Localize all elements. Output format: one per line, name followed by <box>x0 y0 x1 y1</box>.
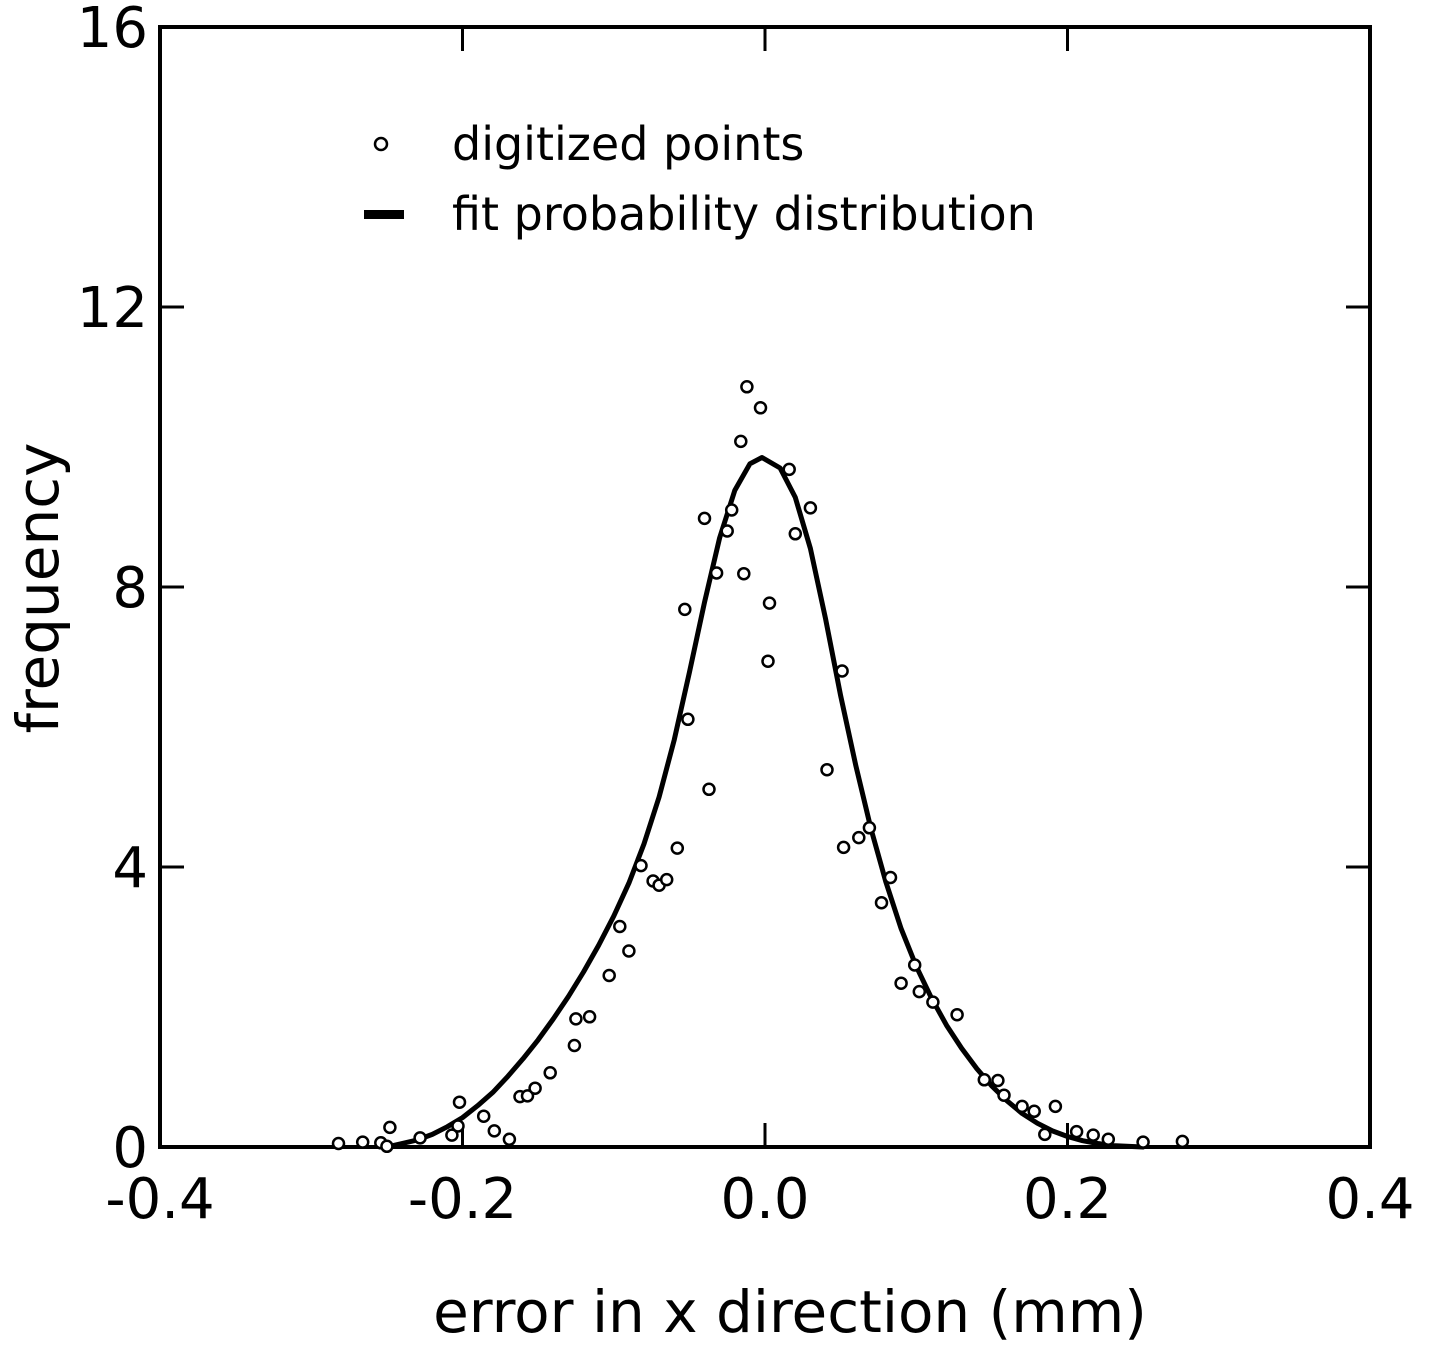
data-point-10 <box>487 1124 502 1138</box>
data-point-50 <box>894 976 908 990</box>
data-point-13 <box>520 1089 535 1103</box>
data-point-28 <box>681 712 695 727</box>
data-point-64 <box>1101 1132 1116 1147</box>
y-tick-label-4: 16 <box>77 0 148 61</box>
data-point-20 <box>613 919 627 934</box>
data-point-1 <box>355 1135 370 1149</box>
data-point-32 <box>720 524 734 538</box>
data-point-22 <box>634 858 648 873</box>
data-point-41 <box>788 527 803 541</box>
data-point-66 <box>1175 1134 1190 1149</box>
fit-curve-layer <box>384 455 1146 1150</box>
x-tick-label-2: 0.0 <box>720 1167 809 1232</box>
data-point-25 <box>659 872 674 887</box>
fit-probability-distribution-line <box>384 455 1146 1150</box>
data-point-62 <box>1069 1124 1084 1139</box>
data-point-11 <box>502 1132 517 1147</box>
data-point-36 <box>740 380 754 394</box>
data-point-18 <box>582 1010 597 1024</box>
data-point-31 <box>709 566 724 580</box>
data-point-4 <box>383 1120 397 1135</box>
x-tick-label-4: 0.4 <box>1325 1167 1414 1232</box>
axis-tick-labels: -0.4 -0.2 0.0 0.2 0.4 0 4 8 12 16 <box>77 0 1415 1232</box>
scatter-points-layer <box>331 380 1190 1154</box>
data-point-6 <box>445 1128 459 1142</box>
legend-marker-digitized-points <box>373 136 389 152</box>
legend-label-fit-distribution: fit probability distribution <box>452 187 1036 241</box>
data-point-43 <box>835 664 849 678</box>
data-point-51 <box>907 958 922 972</box>
data-point-38 <box>761 654 775 668</box>
data-point-21 <box>622 944 636 958</box>
data-point-26 <box>670 841 685 855</box>
data-point-16 <box>567 1038 582 1053</box>
x-tick-label-1: -0.2 <box>408 1167 517 1232</box>
data-point-0 <box>331 1136 346 1151</box>
data-point-65 <box>1136 1135 1150 1149</box>
data-point-9 <box>476 1109 491 1123</box>
x-tick-label-3: 0.2 <box>1023 1167 1112 1232</box>
data-point-42 <box>803 501 818 515</box>
data-point-46 <box>852 830 866 845</box>
data-point-5 <box>413 1131 427 1145</box>
data-point-52 <box>912 984 927 999</box>
data-point-60 <box>1038 1127 1052 1142</box>
y-tick-label-2: 8 <box>112 556 148 621</box>
data-point-58 <box>1015 1099 1029 1114</box>
data-point-8 <box>452 1095 467 1109</box>
data-point-27 <box>678 602 692 617</box>
data-point-29 <box>697 511 712 526</box>
data-point-39 <box>762 596 777 610</box>
axis-ticks <box>158 25 1372 1149</box>
data-point-34 <box>734 434 748 449</box>
data-point-59 <box>1027 1104 1041 1119</box>
y-axis-title: frequency <box>4 443 72 734</box>
legend-marker-fit-distribution <box>364 210 404 219</box>
legend: digitized points fit probability distrib… <box>364 117 1036 241</box>
data-point-56 <box>991 1073 1005 1088</box>
data-point-15 <box>543 1066 557 1080</box>
data-point-53 <box>926 995 940 1009</box>
data-point-30 <box>702 782 716 797</box>
data-point-44 <box>836 840 851 855</box>
y-tick-label-3: 12 <box>77 276 148 341</box>
data-point-63 <box>1086 1128 1100 1142</box>
data-point-54 <box>950 1007 964 1022</box>
data-point-17 <box>569 1012 583 1026</box>
data-point-37 <box>753 401 768 415</box>
x-axis-title: error in x direction (mm) <box>433 1278 1147 1345</box>
data-point-57 <box>997 1088 1011 1102</box>
x-tick-label-0: -0.4 <box>105 1167 214 1232</box>
data-point-40 <box>782 462 796 477</box>
data-point-49 <box>883 870 898 885</box>
data-point-19 <box>602 968 616 983</box>
data-point-61 <box>1048 1099 1063 1114</box>
data-point-3 <box>380 1139 394 1154</box>
data-point-35 <box>737 566 751 581</box>
data-point-55 <box>977 1073 992 1087</box>
data-point-45 <box>820 762 834 777</box>
data-point-7 <box>451 1119 465 1133</box>
data-point-47 <box>862 821 877 835</box>
data-point-33 <box>724 503 739 517</box>
y-tick-label-0: 0 <box>112 1116 148 1181</box>
data-point-14 <box>528 1081 542 1095</box>
y-tick-label-1: 4 <box>112 836 148 901</box>
legend-label-digitized-points: digitized points <box>452 117 804 171</box>
data-point-48 <box>874 895 889 910</box>
